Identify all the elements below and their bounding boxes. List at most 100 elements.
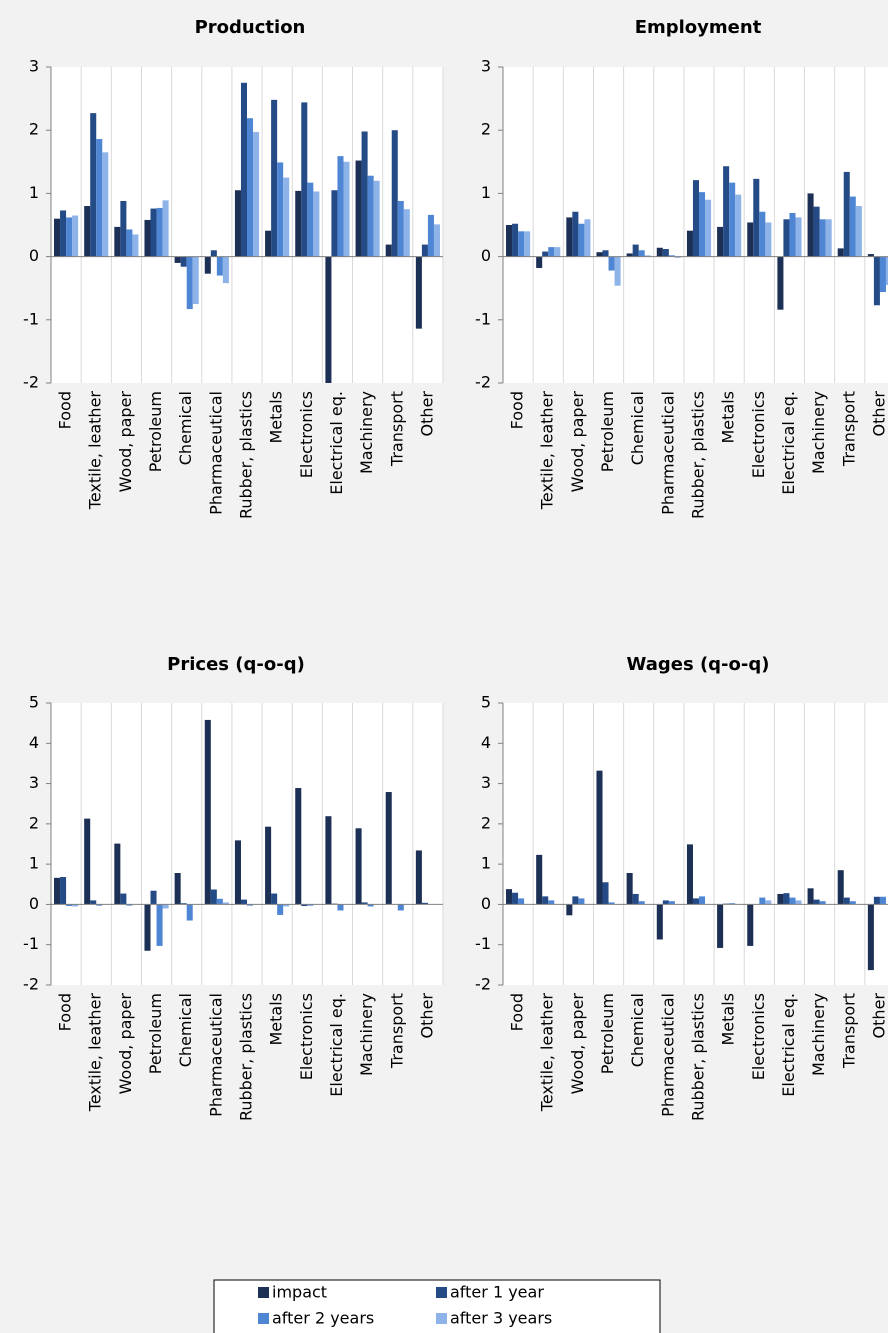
bar xyxy=(668,901,675,905)
bar xyxy=(596,770,603,905)
y-tick-label: 1 xyxy=(29,854,39,873)
bar xyxy=(355,828,362,905)
legend-label: impact xyxy=(272,1283,327,1302)
plot-area xyxy=(51,703,443,985)
bar xyxy=(186,256,193,310)
bar xyxy=(807,193,814,257)
bar xyxy=(132,234,139,257)
bar xyxy=(614,256,621,286)
x-tick-label: Electrical eq. xyxy=(779,391,798,495)
bar xyxy=(608,902,615,905)
bar xyxy=(705,199,712,257)
bar xyxy=(548,900,555,905)
bar xyxy=(367,904,374,907)
bar xyxy=(174,873,181,905)
x-tick-label: Chemical xyxy=(628,391,647,465)
bar xyxy=(699,896,706,905)
x-tick-label: Machinery xyxy=(357,993,376,1076)
bar xyxy=(849,196,856,257)
legend-swatch xyxy=(436,1287,447,1298)
bar xyxy=(295,788,302,905)
x-tick-label: Pharmaceutical xyxy=(658,993,677,1117)
bar xyxy=(403,209,410,257)
bar xyxy=(807,888,814,905)
bar xyxy=(114,226,121,257)
bar xyxy=(150,890,157,905)
x-tick-label: Other xyxy=(869,391,888,437)
bar xyxy=(391,130,398,257)
legend-label: after 3 years xyxy=(450,1309,552,1328)
bar xyxy=(247,904,254,906)
x-tick-label: Electronics xyxy=(749,391,768,478)
y-tick-label: -2 xyxy=(23,373,39,392)
x-tick-label: Metals xyxy=(719,993,738,1046)
x-tick-label: Rubber, plastics xyxy=(237,993,256,1121)
x-tick-label: Pharmaceutical xyxy=(658,391,677,515)
bar xyxy=(506,889,513,905)
bar xyxy=(825,219,832,257)
bar xyxy=(578,898,585,905)
bar xyxy=(210,889,217,905)
bar xyxy=(301,904,308,907)
bar xyxy=(644,255,651,257)
y-tick-label: -1 xyxy=(475,934,491,953)
x-tick-label: Wood, paper xyxy=(568,993,587,1095)
x-tick-label: Chemical xyxy=(176,391,195,465)
bar xyxy=(512,223,519,257)
bar xyxy=(747,222,754,257)
bar xyxy=(759,211,766,257)
x-tick-label: Food xyxy=(56,391,75,429)
bar xyxy=(325,816,332,905)
x-tick-label: Wood, paper xyxy=(116,391,135,493)
bar xyxy=(626,253,633,257)
x-tick-label: Machinery xyxy=(809,993,828,1076)
bar xyxy=(879,896,886,905)
bar xyxy=(397,904,404,911)
x-tick-label: Electronics xyxy=(297,391,316,478)
y-tick-label: 1 xyxy=(481,854,491,873)
bar xyxy=(385,792,392,905)
bar xyxy=(156,207,163,257)
bar xyxy=(578,223,585,257)
y-tick-label: 0 xyxy=(481,894,491,913)
bar xyxy=(361,902,368,905)
x-tick-label: Transport xyxy=(839,391,858,467)
bar xyxy=(72,215,79,257)
bar xyxy=(873,256,880,306)
y-tick-label: -2 xyxy=(23,975,39,994)
y-tick-label: -1 xyxy=(23,934,39,953)
bar xyxy=(668,255,675,257)
y-tick-label: 5 xyxy=(29,693,39,712)
x-tick-label: Chemical xyxy=(176,993,195,1067)
bar xyxy=(717,226,724,257)
y-tick-label: 0 xyxy=(29,894,39,913)
x-tick-label: Food xyxy=(56,993,75,1031)
x-tick-label: Metals xyxy=(719,391,738,444)
x-tick-label: Wood, paper xyxy=(568,391,587,493)
bar xyxy=(120,893,127,905)
bar xyxy=(96,904,103,906)
bar xyxy=(554,247,561,257)
x-tick-label: Rubber, plastics xyxy=(689,391,708,519)
bar xyxy=(602,250,609,257)
bar xyxy=(240,82,247,257)
bar xyxy=(216,256,223,276)
bar xyxy=(518,898,525,905)
bar xyxy=(813,206,820,257)
bar xyxy=(283,904,290,907)
bar xyxy=(843,171,850,257)
bar xyxy=(518,231,525,257)
x-tick-label: Petroleum xyxy=(146,993,165,1074)
bar xyxy=(783,893,790,905)
bar xyxy=(421,244,428,257)
y-tick-label: 2 xyxy=(29,120,39,139)
bar xyxy=(415,256,422,329)
bar xyxy=(837,248,844,257)
bar xyxy=(265,826,272,905)
x-tick-label: Rubber, plastics xyxy=(689,993,708,1121)
bar xyxy=(566,904,573,916)
x-tick-label: Petroleum xyxy=(598,391,617,472)
y-tick-label: 3 xyxy=(29,57,39,76)
bar xyxy=(361,131,368,257)
bar xyxy=(114,843,121,905)
